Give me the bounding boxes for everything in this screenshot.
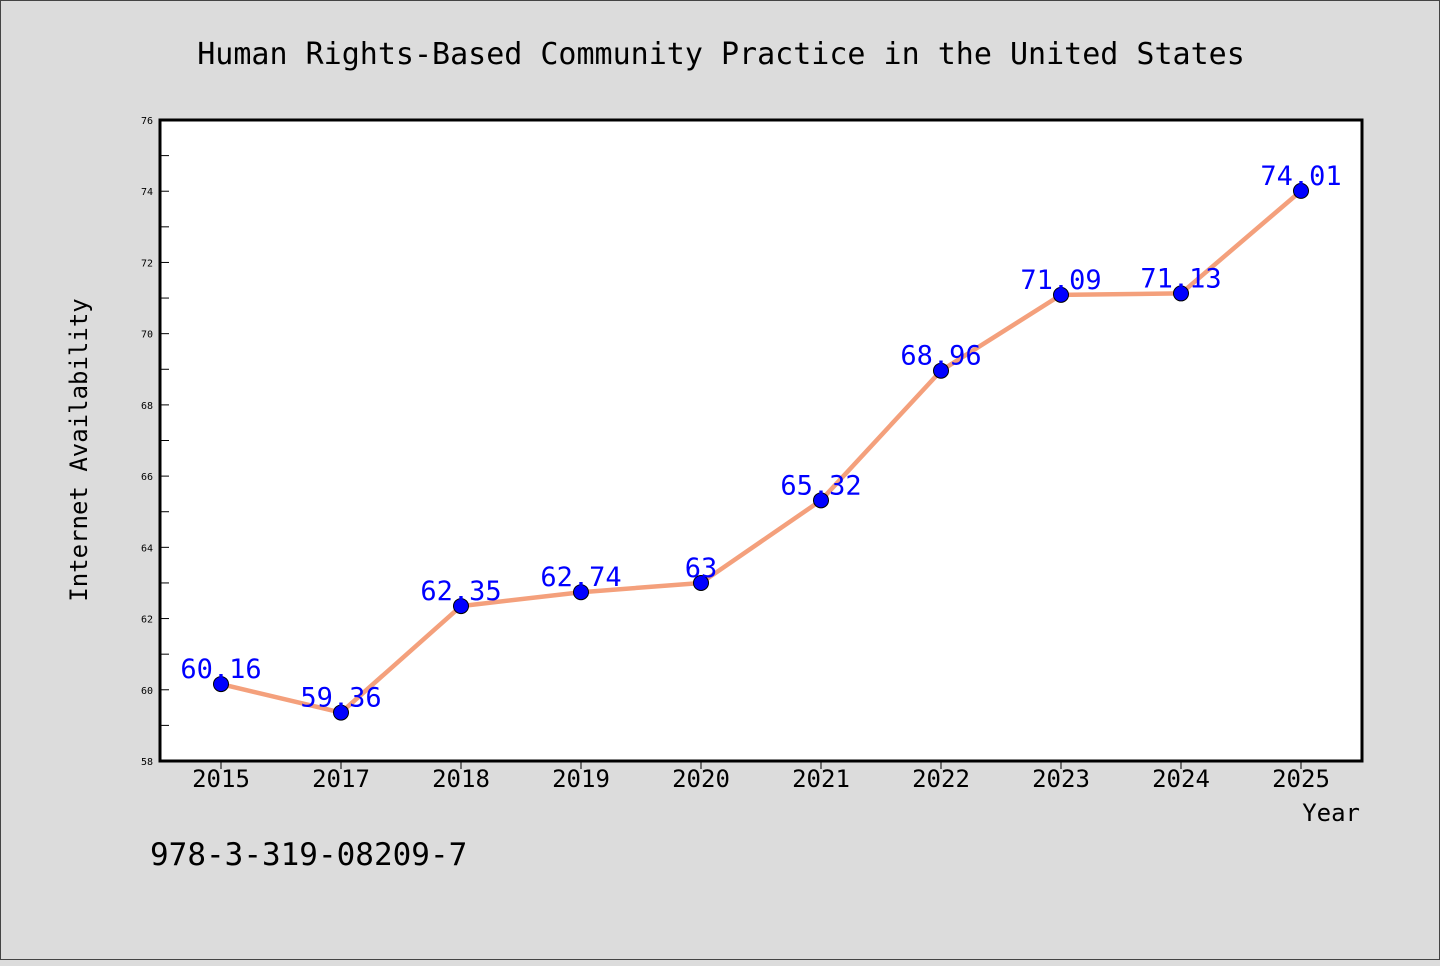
y-tick-label: 72: [141, 258, 153, 269]
x-tick-label: 2015: [192, 765, 250, 793]
data-label: 71.13: [1140, 263, 1221, 294]
y-tick-label: 62: [141, 615, 153, 626]
x-axis-label: Year: [1302, 799, 1360, 827]
y-tick-label: 66: [141, 472, 153, 483]
x-axis-ticks: 2015 2017 2018 2019 2020 2021 2022 2023 2024 2025: [192, 761, 1330, 793]
x-tick-label: 2020: [672, 765, 730, 793]
x-tick-label: 2019: [552, 765, 610, 793]
data-labels: 60.16 59.36 62.35 62.74 63 65.32 68.96 71.09 71.…: [180, 161, 1341, 714]
data-point-marker: [1173, 285, 1189, 302]
data-point-marker: [693, 574, 709, 591]
y-axis-ticks: 58 60 62 64 66 68 70 72 74 76: [141, 116, 169, 768]
data-point-marker: [573, 584, 589, 601]
data-label: 71.09: [1020, 265, 1101, 296]
data-point-marker: [333, 704, 349, 721]
x-tick-label: 2018: [432, 765, 490, 793]
y-tick-label: 76: [141, 116, 153, 127]
data-point-marker: [813, 492, 829, 509]
y-tick-label: 68: [141, 401, 153, 412]
plot-area: [158, 118, 1364, 763]
x-tick-label: 2025: [1272, 765, 1330, 793]
y-tick-label: 60: [141, 686, 153, 697]
data-point-marker: [213, 676, 229, 693]
x-tick-label: 2021: [792, 765, 850, 793]
y-tick-label: 58: [141, 757, 153, 768]
data-label: 65.32: [780, 470, 861, 501]
series-line: [218, 188, 1304, 715]
data-point-marker: [1293, 182, 1309, 199]
data-label: 63: [685, 553, 718, 584]
data-label: 68.96: [900, 341, 981, 372]
data-label: 59.36: [300, 683, 381, 714]
data-point-marker: [1053, 286, 1069, 303]
data-label: 60.16: [180, 654, 261, 685]
data-label: 62.35: [420, 576, 501, 607]
x-tick-label: 2024: [1152, 765, 1210, 793]
data-point-marker: [453, 598, 469, 615]
y-axis-label: Internet Availability: [65, 298, 93, 601]
y-tick-label: 74: [141, 187, 153, 198]
x-tick-label: 2023: [1032, 765, 1090, 793]
y-tick-label: 64: [141, 543, 153, 554]
series-layer: [213, 182, 1309, 721]
x-tick-label: 2017: [312, 765, 370, 793]
data-label: 74.01: [1260, 161, 1341, 192]
data-label: 62.74: [540, 562, 621, 593]
y-tick-label: 70: [141, 330, 153, 341]
chart-title: Human Rights-Based Community Practice in…: [197, 37, 1245, 72]
isbn-footer: 978-3-319-08209-7: [150, 837, 467, 873]
x-tick-label: 2022: [912, 765, 970, 793]
data-point-marker: [933, 362, 949, 379]
